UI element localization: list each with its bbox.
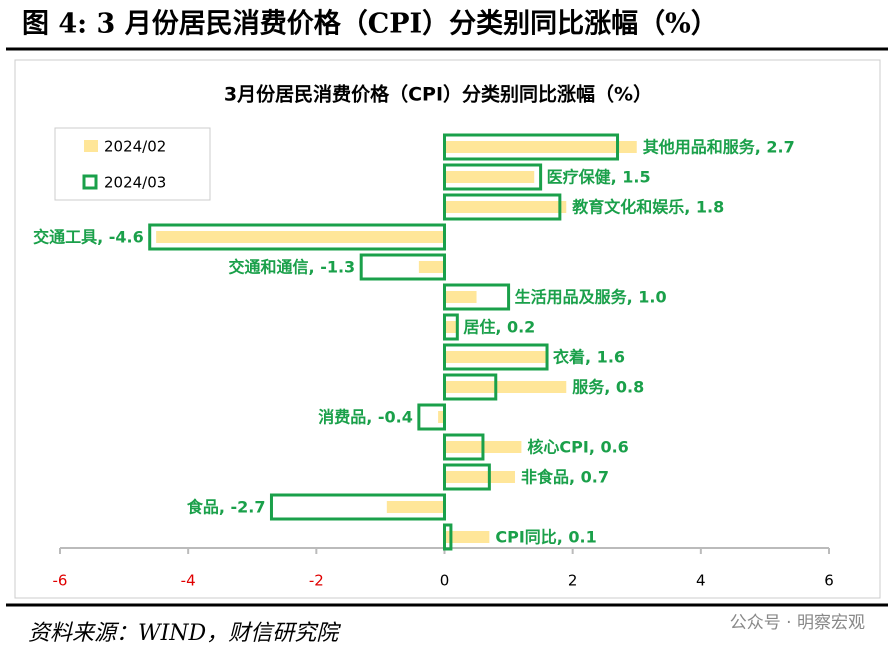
chart-frame — [14, 59, 881, 599]
bar — [444, 471, 515, 483]
x-tick-label: 0 — [440, 572, 450, 590]
bar — [443, 343, 549, 371]
bar — [443, 163, 543, 191]
bar — [269, 493, 446, 521]
bar — [417, 403, 447, 431]
data-label: 居住, 0.2 — [463, 318, 535, 337]
bar — [443, 193, 562, 221]
legend-swatch — [84, 140, 98, 152]
bar — [418, 261, 445, 273]
x-tick-label: -4 — [181, 572, 196, 590]
chart-title: 3月份居民消费价格（CPI）分类别同比涨幅（%） — [224, 83, 652, 106]
x-tick-label: 6 — [824, 572, 834, 590]
bar — [444, 141, 637, 153]
bar — [444, 321, 458, 333]
bar — [444, 531, 490, 543]
data-label: 其他用品和服务, 2.7 — [643, 138, 795, 157]
bar — [438, 411, 445, 423]
x-tick-label: 2 — [568, 572, 578, 590]
source: 资料来源：WIND，财信研究院 — [28, 621, 341, 646]
bar — [443, 313, 459, 341]
legend-label: 2024/02 — [104, 138, 166, 156]
data-label: 交通工具, -4.6 — [33, 228, 144, 247]
bar — [386, 501, 445, 513]
bar — [148, 223, 446, 251]
legend-box — [54, 127, 211, 201]
header-title: 图 4: 3 月份居民消费价格（CPI）分类别同比涨幅（%） — [22, 9, 718, 40]
bar — [444, 171, 535, 183]
bar — [443, 523, 453, 551]
bar — [359, 253, 447, 281]
data-label: CPI同比, 0.1 — [495, 528, 596, 547]
bar — [443, 463, 491, 491]
data-label: 衣着, 1.6 — [553, 348, 625, 367]
data-label: 医疗保健, 1.5 — [547, 168, 651, 187]
data-label: 核心CPI, 0.6 — [527, 438, 628, 457]
data-label: 教育文化和娱乐, 1.8 — [572, 198, 724, 217]
watermark: 公众号 · 明察宏观 — [730, 613, 865, 633]
bar — [444, 291, 477, 303]
legend-label: 2024/03 — [104, 174, 166, 192]
data-label: 食品, -2.7 — [186, 498, 266, 517]
bar — [443, 283, 511, 311]
bar — [443, 133, 620, 161]
bar — [443, 433, 485, 461]
bar — [444, 201, 567, 213]
bar — [444, 381, 567, 393]
bar — [156, 231, 445, 243]
x-tick-label: -2 — [309, 572, 324, 590]
data-label: 非食品, 0.7 — [521, 468, 609, 487]
data-label: 服务, 0.8 — [572, 378, 644, 397]
legend-swatch — [82, 174, 98, 190]
data-label: 消费品, -0.4 — [318, 408, 413, 427]
bar — [444, 351, 548, 363]
bar — [443, 373, 498, 401]
x-tick-label: 4 — [696, 572, 706, 590]
data-label: 生活用品及服务, 1.0 — [515, 288, 667, 307]
x-tick-label: -6 — [53, 572, 68, 590]
data-label: 交通和通信, -1.3 — [229, 258, 356, 277]
